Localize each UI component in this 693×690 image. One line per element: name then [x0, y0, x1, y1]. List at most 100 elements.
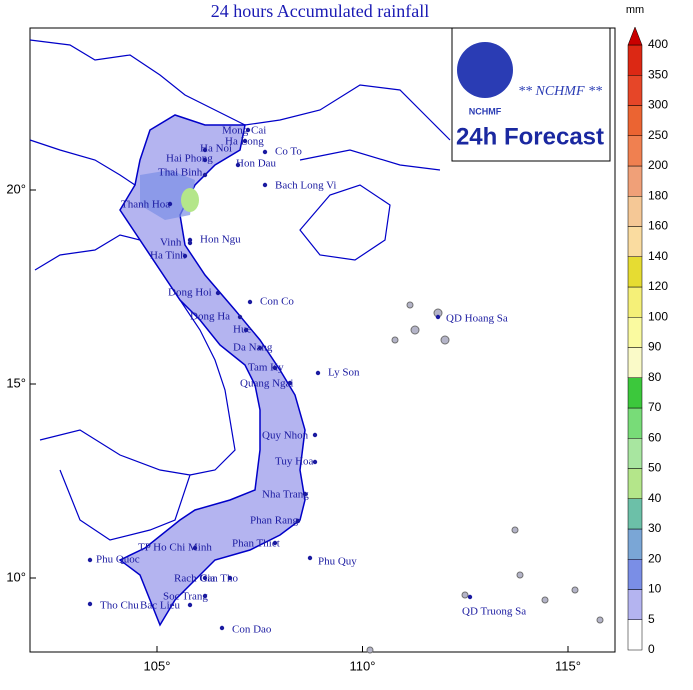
city-label: Phu Quy — [318, 556, 357, 568]
colorbar-label: 60 — [648, 430, 662, 444]
title: 24 hours Accumulated rainfall — [211, 1, 429, 21]
city-label: Mong Cai — [222, 125, 266, 137]
city-dot — [435, 314, 441, 320]
x-tick-label: 105° — [144, 658, 171, 673]
city-label: Dong Hoi — [168, 287, 212, 299]
colorbar-label: 40 — [648, 491, 662, 505]
colorbar-swatch — [627, 619, 643, 651]
city-dot — [242, 138, 248, 144]
city-label: QD Hoang Sa — [446, 313, 508, 325]
city-dot — [235, 162, 241, 168]
city-label: Soc Trang — [163, 591, 208, 603]
y-tick-label: 20° — [6, 181, 26, 196]
city-label: Phan Thiet — [232, 538, 280, 550]
city-label: Ha Noi — [200, 143, 232, 155]
city-dot — [262, 182, 268, 188]
colorbar-label: 80 — [648, 370, 662, 384]
city-dot — [257, 345, 263, 351]
colorbar-label: 300 — [648, 98, 668, 112]
city-label: Hai Phong — [166, 153, 213, 165]
city-label: Dong Ha — [190, 311, 230, 323]
city-dot — [187, 602, 193, 608]
colorbar-unit: mm — [626, 4, 644, 16]
city-label: Tuy Hoa — [275, 456, 314, 468]
city-dot — [215, 290, 221, 296]
city-label: Hon Dau — [236, 158, 277, 170]
rainfall-peak — [181, 188, 199, 212]
colorbar-label: 400 — [648, 37, 668, 51]
city-dot — [227, 575, 233, 581]
city-label: Ly Son — [328, 367, 360, 379]
city-dot — [312, 459, 318, 465]
colorbar: mm 0 5 10 20 30 40 50 60 70 80 90 100 120 140 160 180 200… — [626, 4, 669, 656]
city-dot — [302, 491, 308, 497]
colorbar-swatch — [627, 135, 643, 167]
city-dot — [272, 540, 278, 546]
colorbar-swatch — [627, 498, 643, 530]
city-dot — [312, 432, 318, 438]
city-dot — [87, 557, 93, 563]
logo-emblem — [457, 42, 513, 98]
colorbar-label: 70 — [648, 400, 662, 414]
city-dot — [307, 555, 313, 561]
colorbar-swatch — [627, 75, 643, 106]
colorbar-swatch — [627, 317, 643, 348]
city-dot — [243, 327, 249, 333]
city-label: Thai Binh — [158, 167, 203, 179]
city-label: TP Ho Chi Minh — [138, 542, 212, 554]
city-dot — [262, 149, 268, 155]
colorbar-label: 250 — [648, 128, 668, 142]
city-label: Quang Ngai — [240, 378, 293, 390]
colorbar-label: 180 — [648, 188, 668, 202]
city-dot — [192, 545, 198, 551]
y-tick-label: 10° — [6, 569, 26, 584]
y-tick-label: 15° — [6, 375, 26, 390]
colorbar-label: 20 — [648, 551, 662, 565]
city-dot — [272, 365, 278, 371]
colorbar-swatch — [627, 44, 643, 76]
city-dot — [315, 370, 321, 376]
city-label: Co To — [275, 146, 302, 158]
city-label: Bach Long Vi — [275, 180, 336, 192]
x-tick-label: 115° — [555, 658, 581, 673]
x-tick-label: 110° — [350, 658, 376, 673]
city-dot — [202, 172, 208, 178]
city-label: Con Co — [260, 296, 294, 308]
city-dot — [295, 518, 301, 524]
city-label: Can Tho — [200, 573, 238, 585]
city-label: Thanh Hoa — [121, 199, 170, 211]
rainfall-area — [118, 114, 306, 627]
colorbar-label: 90 — [648, 340, 662, 354]
city-dot — [182, 253, 188, 259]
colorbar-swatch — [627, 468, 643, 499]
city-label: Tho Chu — [100, 600, 139, 612]
colorbar-label: 0 — [648, 642, 655, 656]
city-label: Tam Ky — [248, 362, 284, 374]
colorbar-label: 350 — [648, 67, 668, 81]
colorbar-swatch — [627, 196, 643, 227]
city-label: Phan Rang — [250, 515, 298, 527]
city-label: Nha Trang — [262, 489, 309, 501]
colorbar-swatch — [627, 105, 643, 136]
city-label: Ha Tinh — [150, 250, 186, 262]
axes: 105° 110° 115° 10° 15° 20° — [6, 181, 581, 673]
colorbar-swatch — [627, 256, 643, 288]
colorbar-swatch — [627, 377, 643, 409]
city-dot — [245, 127, 251, 133]
city-label: Rach Gia — [174, 573, 215, 585]
rainfall-core — [140, 170, 195, 220]
logo-product: 24h Forecast — [456, 123, 604, 150]
colorbar-over — [627, 26, 643, 46]
city-label: Quy Nhon — [262, 430, 309, 442]
colorbar-swatch — [627, 165, 643, 197]
city-label: Phu Quoc — [96, 554, 140, 566]
city-label: Hon Ngu — [200, 234, 241, 246]
logo-short: NCHMF — [469, 106, 502, 116]
city-dot — [287, 380, 293, 386]
city-dot — [187, 240, 193, 246]
city-label: Con Dao — [232, 624, 272, 636]
city-dot — [467, 594, 473, 600]
city-label: Hue — [233, 324, 251, 336]
